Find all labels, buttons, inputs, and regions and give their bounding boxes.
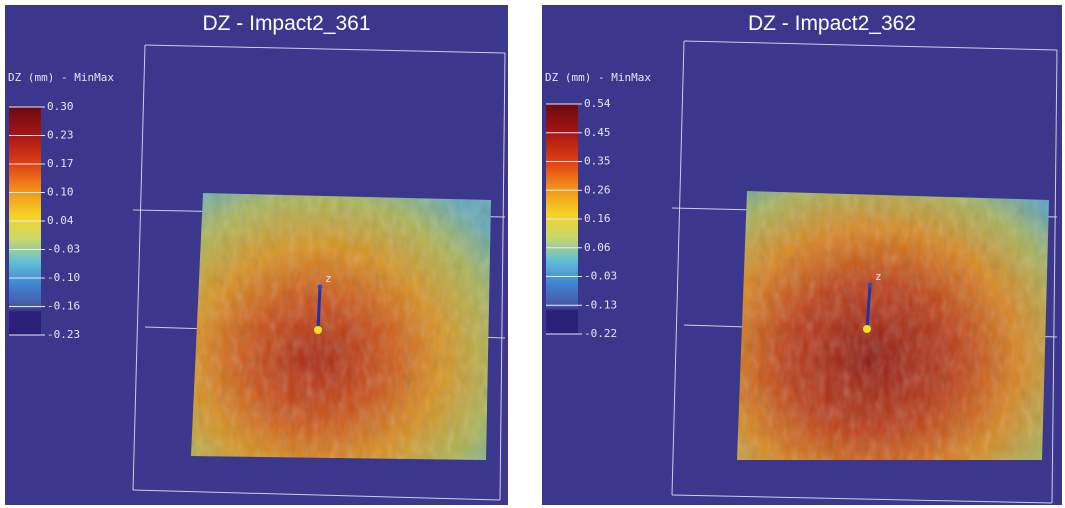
legend-title: DZ (mm) - MinMax — [8, 71, 114, 84]
legend-tick-label: -0.03 — [47, 243, 80, 256]
axis-origin — [314, 326, 322, 334]
surface-texture — [191, 193, 491, 460]
legend-tick-label: -0.10 — [47, 271, 80, 284]
legend-tick-label: -0.23 — [47, 328, 80, 341]
legend-tick-label: 0.06 — [584, 241, 611, 254]
screen: z DZ - Impact2_361 DZ (mm) - MinMax 0.30 0.2… — [0, 0, 1065, 508]
legend-tick-label: 0.54 — [584, 97, 611, 110]
viewport-title: DZ - Impact2_361 — [202, 12, 370, 35]
legend-tick-label: -0.03 — [584, 270, 617, 283]
legend-tick-label: 0.23 — [47, 129, 74, 142]
legend-tick-label: 0.17 — [47, 157, 74, 170]
legend-title: DZ (mm) - MinMax — [545, 71, 651, 84]
viewport-panel: z DZ - Impact2_362 DZ (mm) - MinMax 0.54 0.4… — [542, 5, 1062, 505]
legend-tick-label: -0.16 — [47, 300, 80, 313]
axis-label: z — [875, 270, 882, 283]
surface-texture — [737, 191, 1049, 460]
z-axis — [318, 287, 320, 330]
axis-label: z — [325, 272, 332, 285]
legend-tick-label: 0.16 — [584, 212, 611, 225]
legend-tick-label: 0.10 — [47, 186, 74, 199]
legend-tick-label: 0.26 — [584, 183, 611, 196]
legend-tick-label: 0.45 — [584, 126, 611, 139]
legend-tick-label: 0.04 — [47, 214, 74, 227]
legend-tick-label: -0.22 — [584, 327, 617, 340]
axis-tip — [868, 283, 873, 288]
axis-tip — [318, 285, 323, 290]
viewport-panel: z DZ - Impact2_361 DZ (mm) - MinMax 0.30 0.2… — [5, 5, 508, 505]
axis-origin — [863, 325, 871, 333]
legend-tick-label: -0.13 — [584, 298, 617, 311]
viewport-title: DZ - Impact2_362 — [748, 12, 916, 35]
legend-tick-label: 0.30 — [47, 100, 74, 113]
legend-tick-label: 0.35 — [584, 155, 611, 168]
